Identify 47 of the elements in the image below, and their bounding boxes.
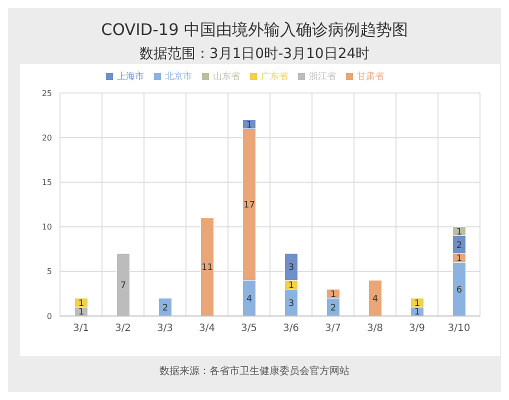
chart-title: COVID-19 中国由境外输入确诊病例趋势图: [100, 19, 409, 41]
x-tick-label: 3/6: [282, 323, 300, 334]
y-tick-label: 20: [42, 133, 52, 142]
legend-label: 甘肃省: [357, 72, 384, 82]
data-label: 3: [288, 263, 294, 274]
bar: [368, 280, 382, 316]
x-tick-label: 3/5: [240, 323, 258, 334]
legend-label: 山东省: [213, 72, 240, 82]
data-label: 3: [288, 298, 294, 309]
data-label: 1: [456, 227, 462, 238]
chart-subtitle: 数据范围：3月1日0时-3月10日24时: [138, 45, 371, 63]
data-label: 1: [78, 308, 84, 318]
data-label: 1: [246, 120, 252, 130]
x-tick-label: 3/4: [198, 323, 216, 334]
y-tick-label: 25: [42, 88, 52, 98]
bar: [200, 218, 214, 316]
x-tick-label: 3/8: [366, 323, 384, 334]
x-tick-label: 3/1: [72, 323, 90, 334]
data-label: 11: [201, 263, 213, 274]
x-tick-label: 3/7: [324, 323, 342, 334]
data-label: 1: [330, 290, 336, 300]
data-label: 17: [243, 200, 255, 211]
data-label: 1: [414, 308, 420, 318]
x-tick-label: 3/2: [114, 323, 132, 334]
legend-label: 北京市: [165, 72, 192, 82]
legend-label: 上海市: [117, 72, 144, 82]
data-label: 4: [246, 294, 252, 304]
y-tick-label: 5: [46, 267, 52, 276]
data-label: 1: [414, 298, 420, 309]
legend-label: 广东省: [261, 72, 288, 82]
x-tick-label: 3/3: [156, 323, 174, 334]
data-label: 1: [456, 254, 462, 264]
source-note: 数据来源：各省市卫生健康委员会官方网站: [160, 366, 350, 377]
data-label: 2: [456, 240, 462, 251]
data-label: 1: [78, 298, 84, 309]
y-tick-label: 0: [46, 312, 52, 321]
data-label: 4: [372, 294, 378, 304]
data-label: 2: [330, 303, 336, 314]
x-tick-label: 3/9: [408, 323, 426, 334]
data-label: 2: [162, 303, 168, 314]
y-tick-label: 10: [42, 222, 52, 232]
data-label: 7: [120, 280, 126, 291]
data-label: 6: [456, 285, 462, 296]
legend-label: 浙江省: [309, 72, 336, 82]
data-label: 1: [288, 280, 294, 291]
y-tick-label: 15: [42, 178, 52, 188]
x-tick-label: 3/10: [448, 323, 470, 334]
